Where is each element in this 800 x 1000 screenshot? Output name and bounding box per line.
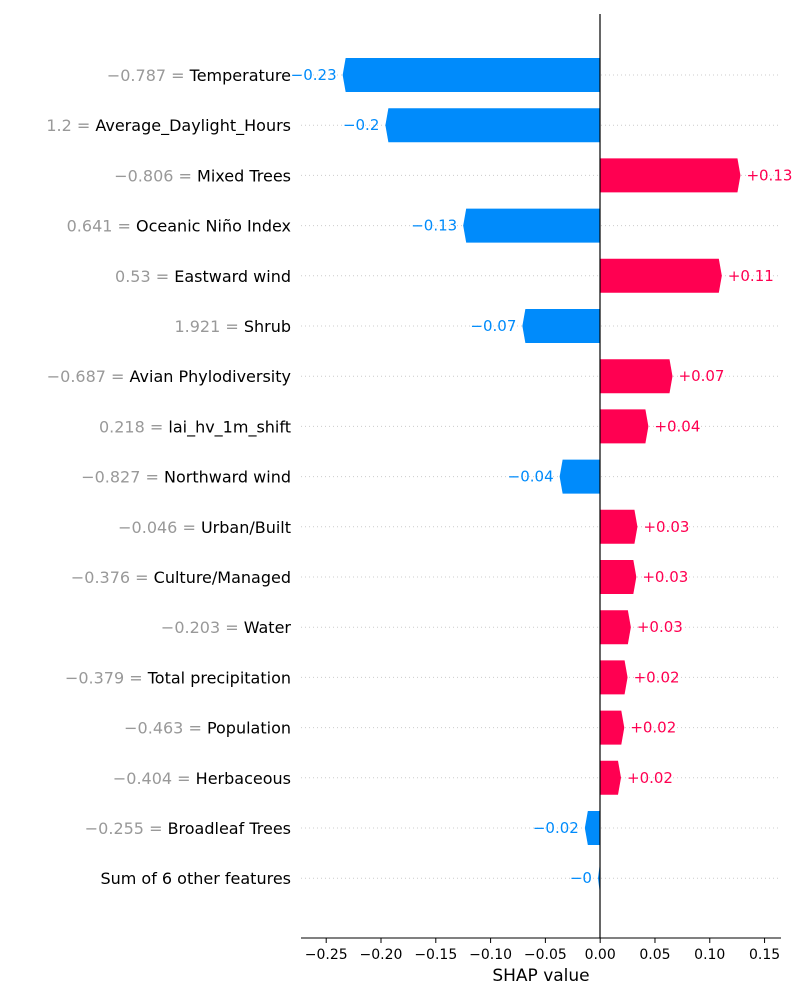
feature-label: −0.463 = Population [124,719,291,738]
feature-value: −0.203 = [161,618,244,637]
feature-value: −0.376 = [71,568,154,587]
feature-label: −0.827 = Northward wind [81,468,291,487]
feature-value: −0.404 = [113,769,196,788]
x-tick-label: −0.10 [469,947,512,963]
feature-name: Urban/Built [201,518,291,537]
x-tick-label: −0.15 [414,947,457,963]
feature-label: 1.2 = Average_Daylight_Hours [46,116,291,136]
feature-value: −0.463 = [124,719,207,738]
feature-label: −0.806 = Mixed Trees [114,166,291,185]
bars: −0.23 −0.2 +0.13 −0.13 +0.11 −0.07 +0.07 +0.04 −… [291,58,792,896]
bar-negative [342,58,601,92]
x-axis-title: SHAP value [492,966,589,986]
feature-name: Oceanic Niño Index [136,217,291,236]
feature-name: Average_Daylight_Hours [95,116,291,136]
feature-value: 0.218 = [99,417,168,436]
feature-value: 0.53 = [115,267,174,286]
bar-value-label: −0 [570,869,592,887]
bar-value-label: +0.03 [642,568,688,586]
bar-value-label: +0.03 [637,618,683,636]
feature-label: 0.641 = Oceanic Niño Index [67,217,291,236]
bar-negative [385,108,601,143]
bar-value-label: +0.02 [634,668,680,686]
feature-label: 0.218 = lai_hv_1m_shift [99,417,291,437]
x-tick-label: 0.05 [639,947,670,963]
bar-value-label: −0.23 [291,66,337,84]
feature-name: Population [207,719,291,738]
feature-label: −0.255 = Broadleaf Trees [85,819,291,838]
bar-positive [600,610,631,645]
bar-positive [600,760,621,795]
feature-value: −0.827 = [81,468,164,487]
bar-negative [559,459,601,494]
feature-name: Broadleaf Trees [168,819,291,838]
x-tick-label: 0.10 [694,947,725,963]
feature-label: 1.921 = Shrub [174,317,291,336]
bar-positive [600,660,628,695]
bar-negative [463,208,601,243]
bar-value-label: −0.07 [470,317,516,335]
bar-value-label: +0.07 [679,367,725,385]
bar-value-label: +0.13 [746,166,792,184]
feature-value: 1.921 = [174,317,243,336]
bar-value-label: −0.13 [411,217,457,235]
feature-label: −0.203 = Water [161,618,292,637]
bar-value-label: −0.2 [343,116,379,134]
bar-positive [600,710,625,745]
bar-value-label: +0.02 [630,719,676,737]
bar-value-label: +0.02 [627,769,673,787]
feature-label: −0.787 = Temperature [107,66,291,85]
feature-value: −0.687 = [47,367,130,386]
bar-positive [600,359,673,394]
feature-value: −0.255 = [85,819,168,838]
x-axis: SHAP value −0.25 −0.20 −0.15 −0.10 −0.05 0.00… [301,14,781,986]
bar-value-label: +0.11 [728,267,774,285]
bar-negative [522,309,601,343]
feature-name: Temperature [189,66,291,85]
feature-name: Water [244,618,292,637]
feature-value: −0.806 = [114,166,197,185]
feature-label: −0.379 = Total precipitation [65,668,291,687]
feature-label: −0.404 = Herbaceous [113,769,291,788]
bar-positive [600,158,741,193]
feature-name: Northward wind [164,468,291,487]
feature-value: −0.046 = [118,518,201,537]
feature-name: Shrub [244,317,291,336]
feature-name: lai_hv_1m_shift [168,417,291,437]
bar-value-label: −0.04 [508,468,554,486]
feature-value: 1.2 = [46,116,95,135]
x-tick-label: −0.05 [524,947,567,963]
feature-label: Sum of 6 other features [100,869,291,888]
feature-name: Sum of 6 other features [100,869,291,888]
bar-positive [600,258,722,293]
bar-positive [600,509,638,544]
feature-label: −0.687 = Avian Phylodiversity [47,367,291,386]
bar-value-label: +0.03 [643,518,689,536]
x-tick-label: −0.20 [360,947,403,963]
feature-labels: −0.787 = Temperature 1.2 = Average_Daylig… [46,66,291,888]
feature-value: −0.379 = [65,668,148,687]
feature-label: 0.53 = Eastward wind [115,267,291,286]
feature-label: −0.046 = Urban/Built [118,518,291,537]
feature-name: Avian Phylodiversity [130,367,291,386]
bar-positive [600,560,637,594]
feature-name: Mixed Trees [197,166,291,185]
x-tick-label: −0.25 [305,947,348,963]
feature-value: −0.787 = [107,66,190,85]
bar-negative [584,811,601,845]
feature-name: Total precipitation [147,668,291,687]
feature-name: Eastward wind [174,267,291,286]
bar-value-label: +0.04 [654,417,700,435]
feature-name: Herbaceous [196,769,291,788]
feature-name: Culture/Managed [154,568,291,587]
bar-positive [600,409,649,444]
x-tick-label: 0.15 [749,947,780,963]
feature-label: −0.376 = Culture/Managed [71,568,291,587]
x-tick-label: 0.00 [585,947,616,963]
feature-value: 0.641 = [67,217,136,236]
bar-value-label: −0.02 [533,819,579,837]
